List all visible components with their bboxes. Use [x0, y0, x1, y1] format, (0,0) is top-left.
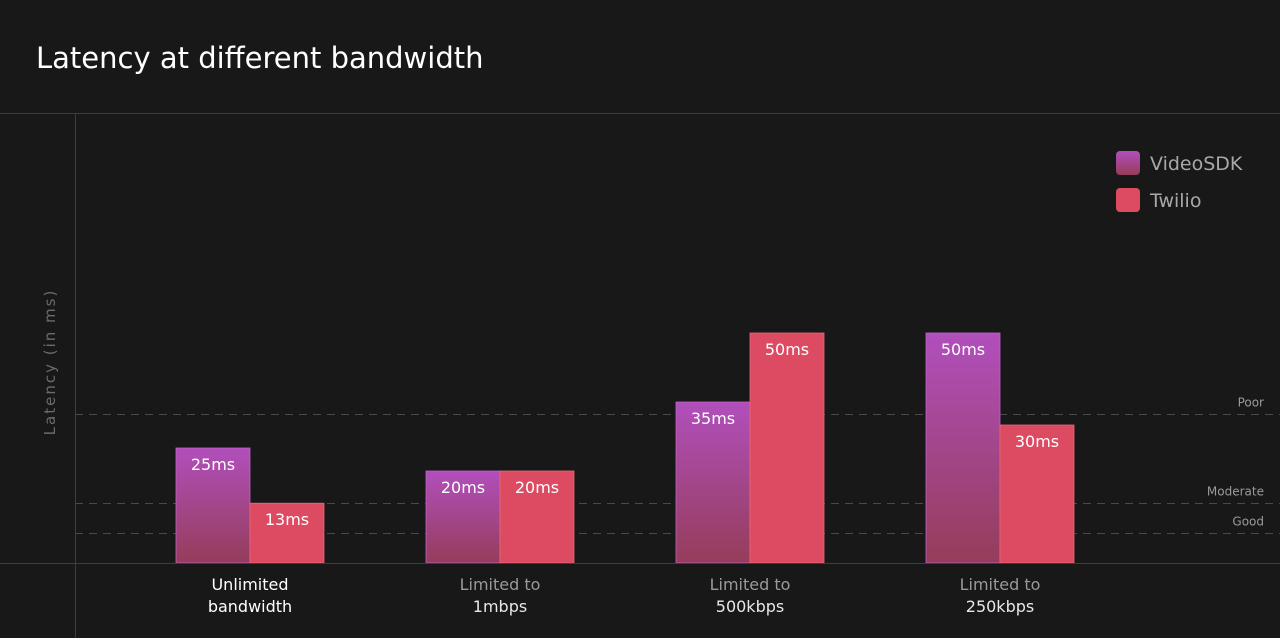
bar-videosdk-0[interactable] — [175, 447, 251, 564]
chart-title: Latency at different bandwidth — [36, 41, 484, 75]
threshold-label-moderate: Moderate — [1207, 485, 1264, 499]
bar-twilio-2[interactable] — [749, 332, 825, 564]
x-tick-label-line1-2: Limited to — [710, 575, 791, 594]
bar-videosdk-3[interactable] — [925, 332, 1001, 564]
data-label-videosdk-3: 50ms — [941, 340, 985, 359]
data-label-twilio-1: 20ms — [515, 478, 559, 497]
x-tick-label-line1-1: Limited to — [460, 575, 541, 594]
legend-swatch-twilio — [1116, 188, 1140, 212]
bar-videosdk-1[interactable] — [425, 470, 501, 564]
x-tick-label-line2-0: bandwidth — [208, 597, 292, 616]
data-label-twilio-3: 30ms — [1015, 432, 1059, 451]
data-label-twilio-0: 13ms — [265, 510, 309, 529]
threshold-label-poor: Poor — [1238, 396, 1264, 410]
y-axis-label: Latency (in ms) — [41, 289, 59, 436]
threshold-label-good: Good — [1232, 515, 1264, 529]
x-tick-label-line1-0: Unlimited — [211, 575, 288, 594]
data-label-twilio-2: 50ms — [765, 340, 809, 359]
x-tick-label-line2-2: 500kbps — [716, 597, 784, 616]
x-tick-label-line1-3: Limited to — [960, 575, 1041, 594]
data-label-videosdk-1: 20ms — [441, 478, 485, 497]
x-tick-label-line2-3: 250kbps — [966, 597, 1034, 616]
legend-swatch-videosdk — [1116, 151, 1140, 175]
data-label-videosdk-0: 25ms — [191, 455, 235, 474]
legend-label-videosdk: VideoSDK — [1150, 153, 1243, 175]
bar-twilio-1[interactable] — [499, 470, 575, 564]
x-tick-label-line2-1: 1mbps — [473, 597, 527, 616]
bar-videosdk-2[interactable] — [675, 401, 751, 564]
legend-label-twilio: Twilio — [1149, 190, 1201, 212]
bar-twilio-3[interactable] — [999, 424, 1075, 564]
data-label-videosdk-2: 35ms — [691, 409, 735, 428]
